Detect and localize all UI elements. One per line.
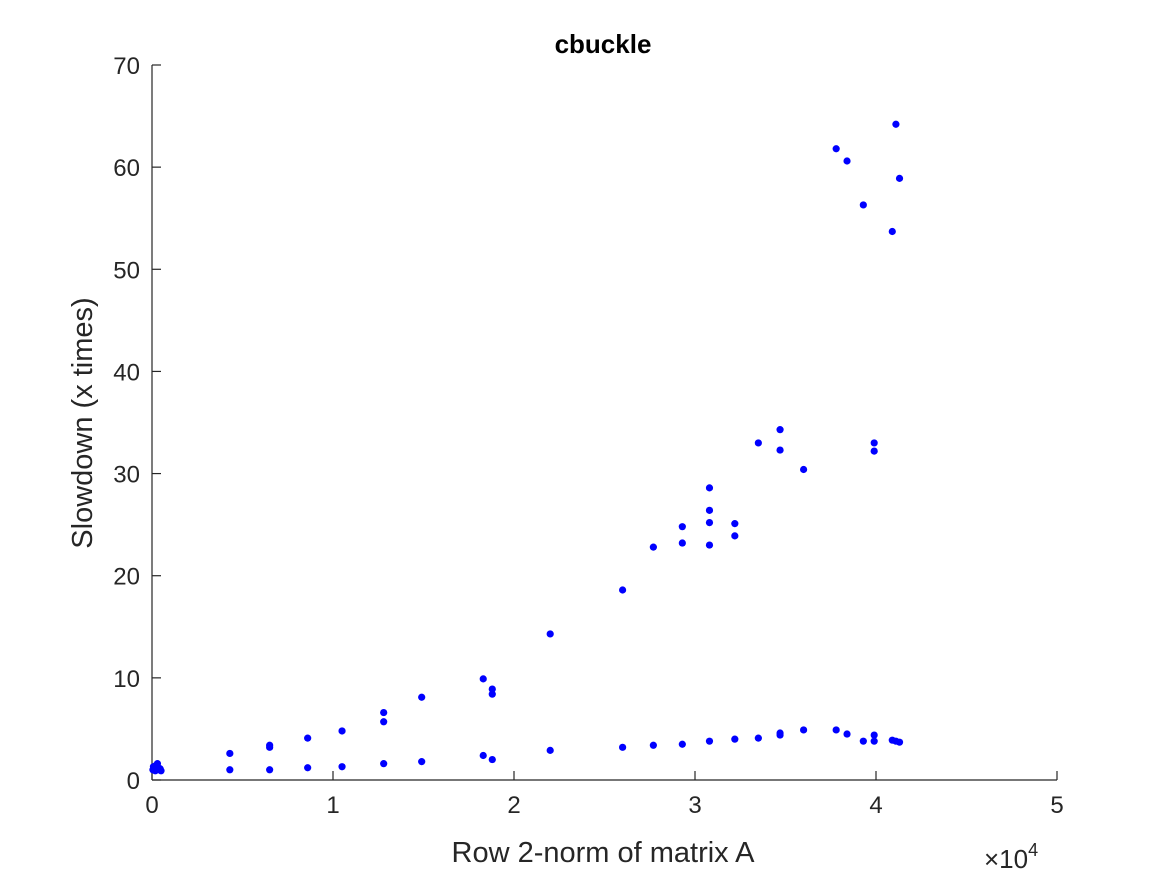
data-point <box>338 727 346 735</box>
data-point <box>870 731 878 739</box>
data-point <box>705 737 714 745</box>
data-point <box>859 737 867 745</box>
data-point <box>678 523 686 531</box>
y-tick-label: 70 <box>113 53 140 80</box>
data-point <box>870 439 878 447</box>
x-tick-label: 4 <box>869 792 882 819</box>
data-point <box>678 539 686 547</box>
data-point <box>380 718 388 726</box>
data-point <box>870 447 878 455</box>
x-axis-label: Row 2-norm of matrix A <box>452 837 756 869</box>
data-point <box>888 227 896 236</box>
data-point <box>895 174 904 182</box>
x-tick-label: 2 <box>507 792 520 819</box>
data-point <box>546 630 554 638</box>
plot-axes <box>151 65 1057 781</box>
data-point <box>859 201 867 209</box>
data-point <box>776 426 784 434</box>
data-point <box>731 735 739 743</box>
data-point <box>619 743 627 751</box>
data-point <box>754 439 762 447</box>
x-exponent-base: ×10 <box>984 844 1028 874</box>
y-tick-label: 10 <box>113 666 140 693</box>
data-point <box>705 519 714 527</box>
data-point <box>649 741 657 749</box>
data-point <box>843 157 851 165</box>
data-point <box>304 764 312 772</box>
data-point <box>705 484 714 492</box>
data-point <box>870 737 878 745</box>
x-tick-label: 5 <box>1050 792 1063 819</box>
data-point <box>843 730 851 738</box>
data-point <box>479 675 487 683</box>
data-point <box>619 586 627 594</box>
data-point <box>731 532 739 540</box>
x-tick-label: 3 <box>688 792 701 819</box>
data-point <box>157 767 165 775</box>
data-point <box>266 743 274 751</box>
chart-title: cbuckle <box>555 29 652 59</box>
y-axis-label: Slowdown (x times) <box>67 297 99 548</box>
data-point <box>418 758 426 766</box>
data-point <box>479 751 487 760</box>
x-tick-label: 0 <box>145 792 158 819</box>
x-tick-label: 1 <box>326 792 339 819</box>
data-point <box>678 740 686 748</box>
data-point <box>488 690 496 698</box>
data-point <box>754 734 762 742</box>
x-exponent-label: ×104 <box>984 840 1038 874</box>
data-point <box>705 541 714 549</box>
data-point <box>546 746 554 754</box>
data-point <box>705 506 714 514</box>
data-point <box>832 726 840 734</box>
data-point <box>895 738 904 746</box>
data-point <box>649 543 657 551</box>
data-point <box>800 465 808 474</box>
y-tick-label: 0 <box>127 768 140 795</box>
data-point <box>731 520 739 528</box>
data-point <box>266 766 274 774</box>
data-points <box>149 120 904 775</box>
data-point <box>304 734 312 742</box>
data-point <box>776 446 784 454</box>
x-exponent-power: 4 <box>1028 840 1038 860</box>
y-tick-label: 60 <box>113 155 140 182</box>
y-tick-label: 40 <box>113 359 140 386</box>
data-point <box>776 731 784 739</box>
data-point <box>488 755 496 764</box>
data-point <box>892 120 900 128</box>
y-tick-label: 50 <box>113 257 140 284</box>
y-tick-label: 30 <box>113 462 140 489</box>
data-point <box>380 708 388 717</box>
data-point <box>338 763 346 771</box>
data-point <box>380 760 388 768</box>
data-point <box>832 145 840 153</box>
data-point <box>800 726 808 734</box>
y-tick-label: 20 <box>113 564 140 591</box>
svg-text:×104: ×104 <box>984 840 1038 874</box>
data-point <box>226 749 234 758</box>
data-point <box>488 685 496 693</box>
data-point <box>226 766 234 774</box>
data-point <box>418 693 426 701</box>
